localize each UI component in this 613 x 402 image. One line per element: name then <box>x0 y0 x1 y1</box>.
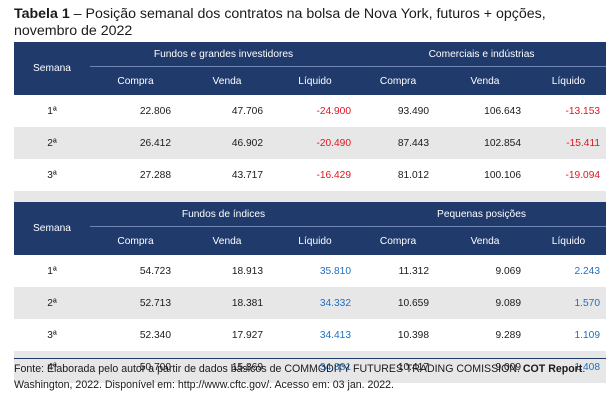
table-indices-pequenas: Semana Fundos de índices Pequenas posiçõ… <box>14 202 607 383</box>
table-row: 3ª 27.288 43.717 -16.429 81.012 100.106 … <box>14 159 606 191</box>
net-value-cell: -24.900 <box>316 105 351 117</box>
table-row: 2ª 26.412 46.902 -20.490 87.443 102.854 … <box>14 127 607 159</box>
value-cell: 102.854 <box>439 127 531 159</box>
col-header-venda: Venda <box>439 226 532 255</box>
col-header-compra: Compra <box>90 226 181 255</box>
value-cell: 10.398 <box>397 329 430 341</box>
value-cell: 87.443 <box>357 127 439 159</box>
value-cell: 54.723 <box>139 265 171 277</box>
net-value-cell: -19.094 <box>565 169 601 181</box>
value-cell: 17.927 <box>231 329 263 341</box>
col-header-venda: Venda <box>439 66 531 95</box>
group-header-pequenas: Pequenas posições <box>357 202 607 227</box>
net-value-cell: 1.109 <box>574 329 601 341</box>
table-fundos-comerciais: Semana Fundos e grandes investidores Com… <box>14 42 607 223</box>
value-cell: 43.717 <box>231 169 263 181</box>
net-value-cell: -15.411 <box>531 127 607 159</box>
caption-dash: – <box>69 6 86 22</box>
value-cell: 9.069 <box>495 265 522 277</box>
value-cell: 52.713 <box>90 287 181 319</box>
source-text-end: . Washington, 2022. Disponível em: http:… <box>14 363 586 391</box>
table-row: 1ª 22.806 47.706 -24.900 93.490 106.643 … <box>14 95 606 127</box>
value-cell: 106.643 <box>484 105 521 117</box>
table-row: 4ª 50.700 15.869 34.831 10.417 9.009 1.4… <box>14 351 607 383</box>
value-cell: 52.340 <box>139 329 171 341</box>
caption-text: Posição semanal dos contratos na bolsa d… <box>14 6 546 39</box>
col-header-liquido: Líquido <box>531 226 607 255</box>
week-cell: 3ª <box>47 329 57 341</box>
col-header-compra: Compra <box>90 66 181 95</box>
col-header-liquido: Líquido <box>531 66 607 95</box>
net-value-cell: -16.429 <box>316 169 351 181</box>
source-report-title: COT Report <box>522 363 583 375</box>
value-cell: 9.089 <box>439 287 532 319</box>
value-cell: 26.412 <box>90 127 181 159</box>
net-value-cell: 35.810 <box>319 265 352 277</box>
net-value-cell: -13.153 <box>565 105 601 117</box>
value-cell: 18.381 <box>181 287 273 319</box>
value-cell: 10.659 <box>357 287 440 319</box>
value-cell: 47.706 <box>231 105 263 117</box>
semana-header: Semana <box>14 42 90 95</box>
col-header-venda: Venda <box>181 66 273 95</box>
net-value-cell: 34.831 <box>273 351 358 383</box>
week-cell: 2ª <box>14 287 90 319</box>
week-cell: 2ª <box>14 127 90 159</box>
week-cell: 1ª <box>47 105 57 117</box>
source-note: Fonte: Elaborada pelo autor a partir de … <box>14 362 608 393</box>
col-header-compra: Compra <box>357 226 440 255</box>
caption-label: Tabela 1 <box>14 6 70 22</box>
value-cell: 27.288 <box>139 169 171 181</box>
week-cell: 3ª <box>47 169 57 181</box>
value-cell: 81.012 <box>397 169 429 181</box>
week-cell: 1ª <box>47 265 57 277</box>
group-header-comerciais: Comerciais e indústrias <box>357 42 607 67</box>
value-cell: 46.902 <box>181 127 273 159</box>
net-value-cell: 1.408 <box>531 351 607 383</box>
value-cell: 9.009 <box>439 351 532 383</box>
group-header-fundos: Fundos e grandes investidores <box>90 42 357 67</box>
net-value-cell: 34.332 <box>273 287 358 319</box>
table-caption: Tabela 1 – Posição semanal dos contratos… <box>14 6 606 40</box>
semana-header: Semana <box>14 202 90 255</box>
col-header-compra: Compra <box>357 66 439 95</box>
table-bottom-rule <box>14 358 606 359</box>
value-cell: 22.806 <box>139 105 171 117</box>
source-text: Fonte: Elaborada pelo autor a partir de … <box>14 363 523 375</box>
value-cell: 11.312 <box>398 265 430 277</box>
value-cell: 93.490 <box>397 105 429 117</box>
table-row: 1ª 54.723 18.913 35.810 11.312 9.069 2.2… <box>14 255 606 287</box>
col-header-liquido: Líquido <box>273 226 358 255</box>
table-row: 3ª 52.340 17.927 34.413 10.398 9.289 1.1… <box>14 319 606 351</box>
col-header-venda: Venda <box>181 226 273 255</box>
net-value-cell: 1.570 <box>531 287 607 319</box>
col-header-liquido: Líquido <box>273 66 357 95</box>
value-cell: 100.106 <box>484 169 521 181</box>
net-value-cell: 2.243 <box>574 265 601 277</box>
value-cell: 18.913 <box>231 265 263 277</box>
week-cell: 4ª <box>14 351 90 383</box>
value-cell: 10.417 <box>357 351 440 383</box>
net-value-cell: 34.413 <box>319 329 352 341</box>
value-cell: 50.700 <box>90 351 181 383</box>
value-cell: 15.869 <box>181 351 273 383</box>
table-row: 2ª 52.713 18.381 34.332 10.659 9.089 1.5… <box>14 287 607 319</box>
net-value-cell: -20.490 <box>273 127 357 159</box>
value-cell: 9.289 <box>495 329 522 341</box>
group-header-indices: Fundos de índices <box>90 202 358 227</box>
